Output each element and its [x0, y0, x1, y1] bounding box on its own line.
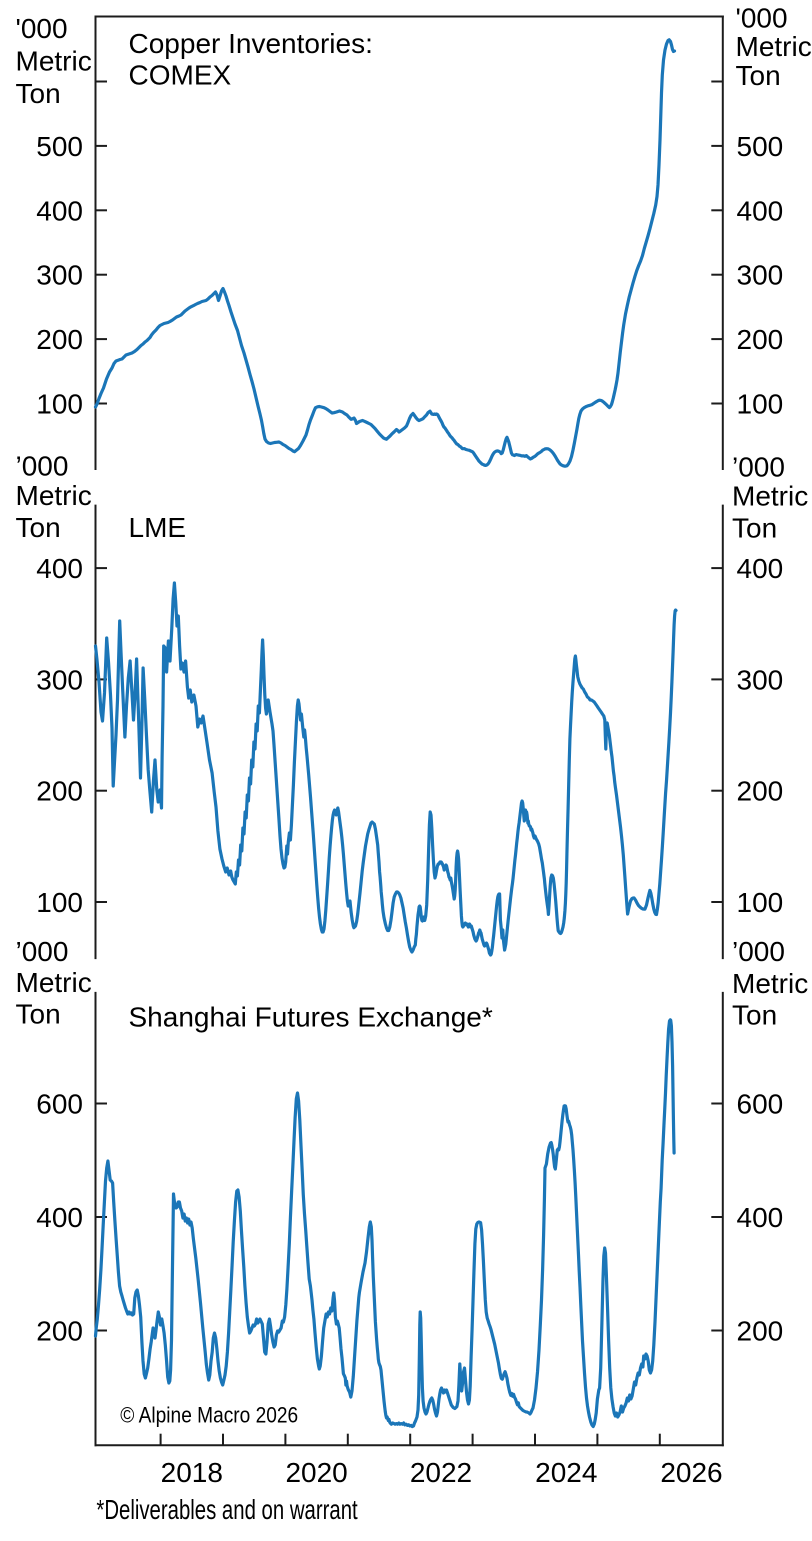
- svg-text:Metric: Metric: [736, 31, 812, 62]
- svg-text:© Alpine Macro 2026: © Alpine Macro 2026: [120, 1403, 298, 1428]
- svg-text:200: 200: [737, 776, 784, 807]
- svg-text:Ton: Ton: [16, 78, 61, 109]
- svg-text:100: 100: [36, 887, 83, 918]
- svg-text:100: 100: [737, 887, 784, 918]
- svg-text:Metric: Metric: [16, 967, 92, 998]
- svg-text:Ton: Ton: [736, 60, 781, 91]
- svg-text:Metric: Metric: [732, 968, 808, 999]
- svg-text:Shanghai Futures Exchange*: Shanghai Futures Exchange*: [129, 1002, 493, 1033]
- svg-text:400: 400: [36, 1202, 83, 1233]
- svg-text:400: 400: [737, 553, 784, 584]
- svg-text:Ton: Ton: [16, 999, 61, 1030]
- svg-text:Ton: Ton: [732, 513, 777, 544]
- svg-text:2020: 2020: [285, 1457, 347, 1488]
- svg-text:2024: 2024: [535, 1457, 597, 1488]
- svg-text:400: 400: [36, 195, 83, 226]
- svg-text:2022: 2022: [410, 1457, 472, 1488]
- svg-text:Ton: Ton: [16, 512, 61, 543]
- svg-text:600: 600: [737, 1089, 784, 1120]
- svg-text:2026: 2026: [660, 1457, 722, 1488]
- svg-text:2018: 2018: [161, 1457, 223, 1488]
- svg-text:Copper Inventories:: Copper Inventories:: [129, 28, 373, 59]
- svg-text:200: 200: [36, 1316, 83, 1347]
- svg-text:500: 500: [36, 131, 83, 162]
- svg-text:Ton: Ton: [732, 1000, 777, 1031]
- svg-text:'000: '000: [16, 13, 68, 44]
- svg-text:300: 300: [737, 260, 784, 291]
- svg-text:LME: LME: [129, 512, 187, 543]
- svg-text:200: 200: [737, 324, 784, 355]
- svg-text:COMEX: COMEX: [129, 60, 232, 91]
- svg-text:*Deliverables and on warrant: *Deliverables and on warrant: [96, 1495, 357, 1526]
- svg-text:'000: '000: [736, 3, 788, 34]
- svg-text:200: 200: [36, 776, 83, 807]
- svg-text:’000: ’000: [732, 936, 785, 967]
- svg-text:400: 400: [737, 1202, 784, 1233]
- svg-text:100: 100: [36, 389, 83, 420]
- svg-text:100: 100: [737, 389, 784, 420]
- svg-text:300: 300: [36, 260, 83, 291]
- svg-text:Metric: Metric: [16, 46, 92, 77]
- svg-text:500: 500: [737, 131, 784, 162]
- svg-text:400: 400: [36, 553, 83, 584]
- svg-text:400: 400: [737, 195, 784, 226]
- svg-text:Metric: Metric: [16, 480, 92, 511]
- svg-text:600: 600: [36, 1089, 83, 1120]
- svg-text:200: 200: [737, 1316, 784, 1347]
- svg-text:’000: ’000: [16, 936, 69, 967]
- svg-text:’000: ’000: [16, 451, 69, 482]
- svg-text:’000: ’000: [732, 452, 785, 483]
- svg-text:300: 300: [36, 664, 83, 695]
- svg-text:Metric: Metric: [732, 481, 808, 512]
- svg-text:200: 200: [36, 324, 83, 355]
- svg-text:300: 300: [737, 664, 784, 695]
